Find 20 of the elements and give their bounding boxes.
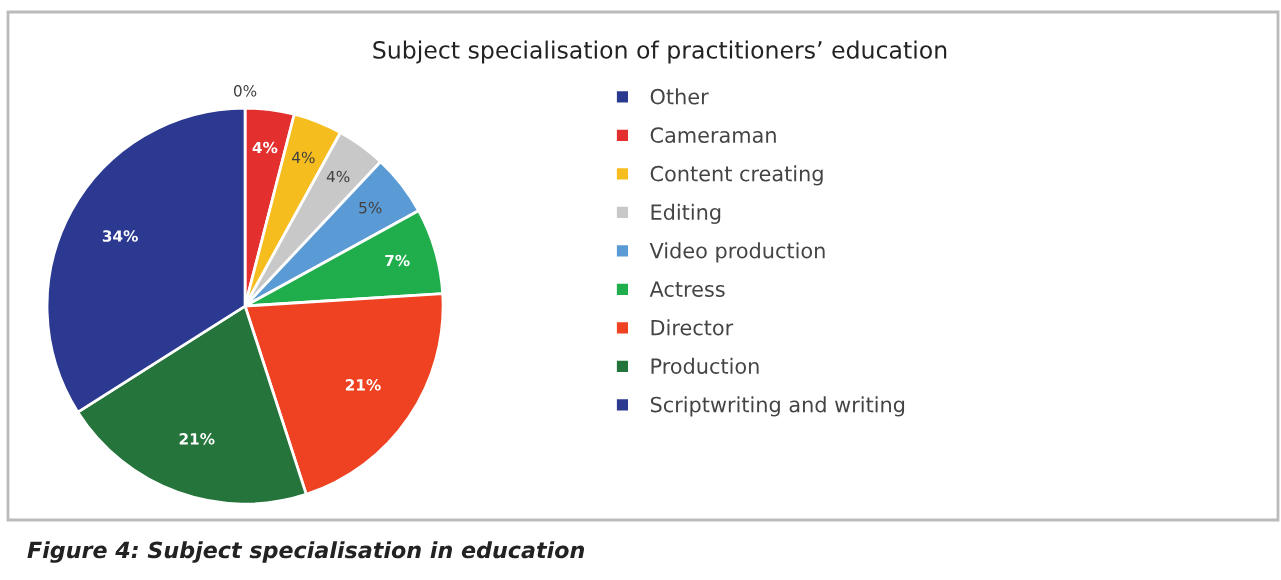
legend-label: Content creating <box>650 165 823 186</box>
text: 0% <box>233 85 257 97</box>
data-label: 21% <box>345 379 381 391</box>
data-label: 5% <box>359 201 382 214</box>
legend-label: Scriptwriting and writing <box>650 396 905 417</box>
data-label: 7% <box>385 254 410 267</box>
chart-title: Subject specialisation of practitioners’ education <box>373 40 947 64</box>
legend-label: Other <box>650 88 709 105</box>
data-label: 21% <box>179 433 215 445</box>
legend-label: Video production <box>649 242 825 263</box>
legend-label: Actress <box>649 281 725 297</box>
legend-label: Production <box>651 357 759 374</box>
legend-label: Director <box>651 319 734 336</box>
data-label: 34% <box>102 230 138 242</box>
data-label: 4% <box>292 151 315 164</box>
legend-label: Cameraman <box>650 127 776 143</box>
caption: Figure 4: Subject specialisation in education <box>27 541 585 563</box>
legend-label: Editing <box>651 203 721 224</box>
data-label: 4% <box>326 170 350 183</box>
data-label: 4% <box>252 141 278 154</box>
